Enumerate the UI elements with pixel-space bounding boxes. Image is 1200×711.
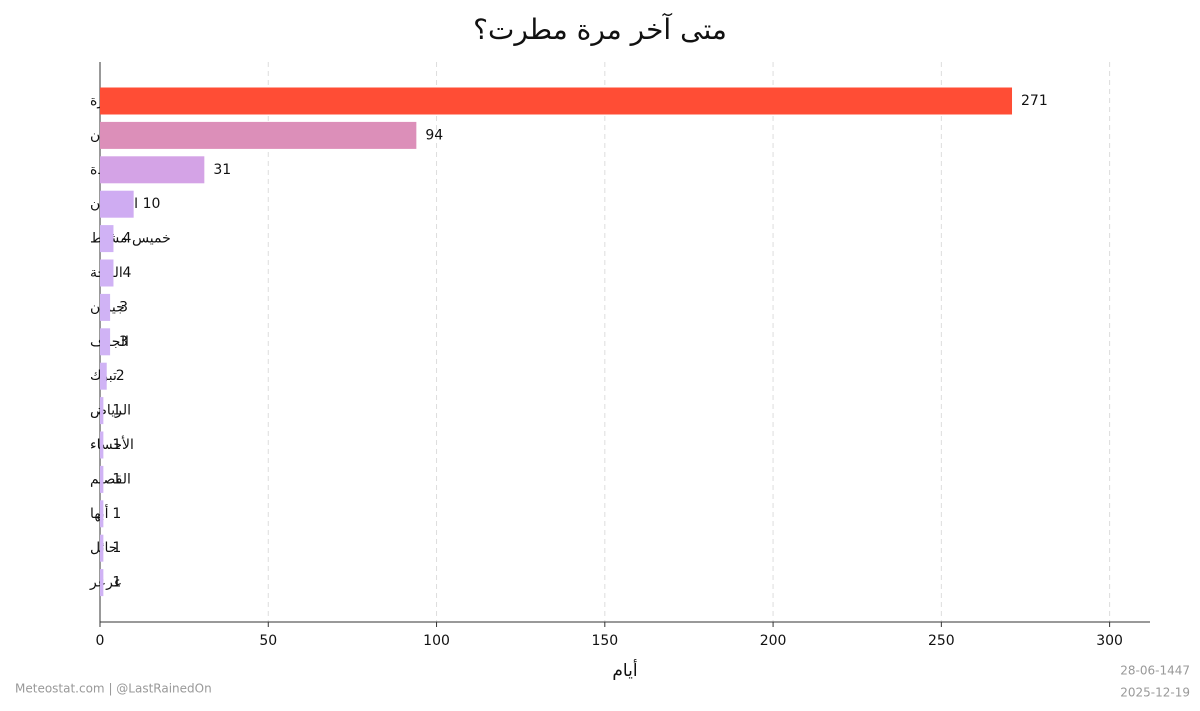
bar [100,328,111,356]
data-label: 1 [112,575,121,591]
x-tick-label: 300 [1096,633,1123,649]
bar [100,362,107,390]
data-label: 1 [112,506,121,522]
x-tick-label: 100 [423,633,450,649]
bar [100,121,417,149]
data-label: 10 [143,196,161,212]
bar [100,259,114,287]
bar [100,397,104,425]
y-tick-label: القصيم [90,471,131,487]
data-label: 94 [425,127,443,143]
bar [100,87,1013,115]
x-tick-label: 250 [928,633,955,649]
data-label: 1 [112,437,121,453]
bar [100,500,104,528]
data-label: 1 [112,471,121,487]
bar [100,534,104,562]
data-label: 4 [122,231,131,247]
bar [100,156,205,184]
bar [100,225,114,253]
x-tick-label: 0 [96,633,105,649]
data-label: 31 [213,162,231,178]
bar [100,569,104,597]
chart-title: متى آخر مرة مطرت؟ [473,13,727,46]
source: Meteostat.com | @LastRainedOn [15,682,212,696]
x-tick-label: 50 [259,633,277,649]
data-label: 4 [122,265,131,281]
data-label: 3 [119,299,128,315]
y-tick-label: أبها [90,504,109,522]
data-label: 1 [112,403,121,419]
data-label: 1 [112,540,121,556]
y-tick-label: الرياض [90,403,131,419]
bar [100,293,111,321]
y-tick-label: عرعر [89,575,122,591]
x-axis-label: أيام [612,659,637,681]
date: 2025-12-19 [1120,686,1190,700]
bar [100,465,104,493]
y-tick-label: حائل [90,540,117,556]
data-label: 271 [1021,93,1048,109]
bar [100,431,104,459]
x-tick-label: 150 [591,633,618,649]
data-label: 2 [116,368,125,384]
data-label: 3 [119,334,128,350]
bar [100,190,134,218]
date-hijri: 28-06-1447 [1120,664,1190,678]
x-tick-label: 200 [760,633,787,649]
